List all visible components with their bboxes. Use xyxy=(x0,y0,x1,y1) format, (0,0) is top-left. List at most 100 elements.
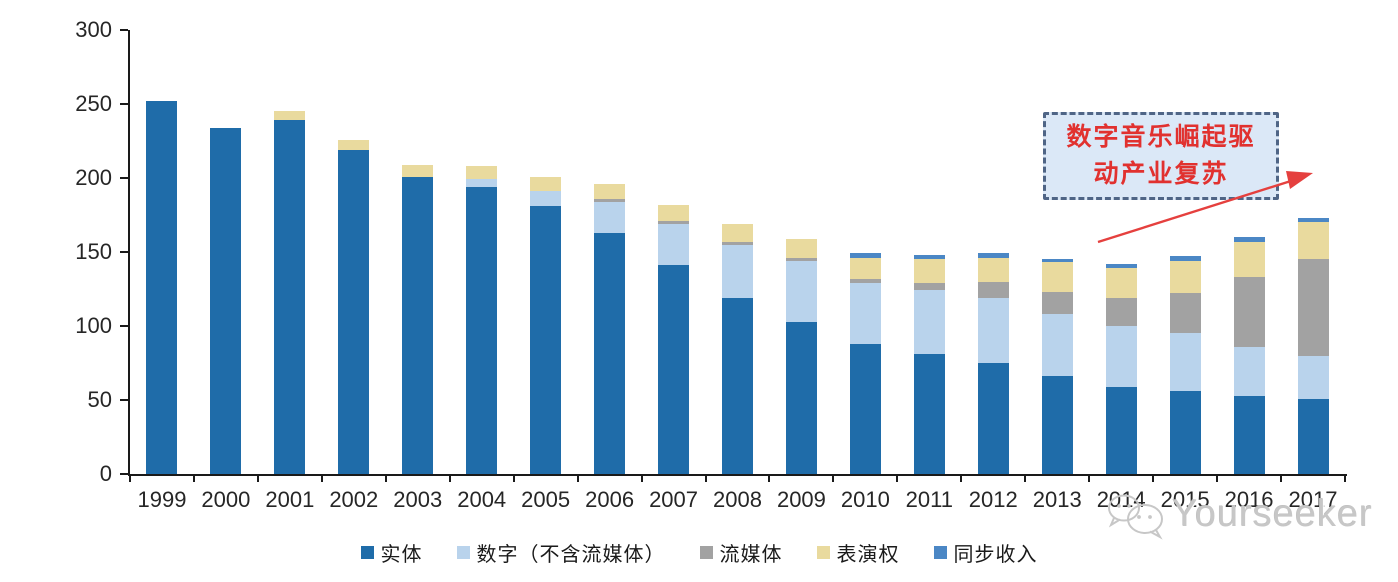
bar-segment-physical-2014 xyxy=(1105,386,1137,474)
x-tick xyxy=(384,474,387,482)
x-tick xyxy=(320,474,323,482)
x-axis-label-2011: 2011 xyxy=(905,487,953,512)
bar-segment-performance_rights-2014 xyxy=(1105,268,1137,298)
bar-segment-digital_excl_streaming-2009 xyxy=(785,260,817,322)
bar-segment-physical-2016 xyxy=(1233,395,1265,474)
x-tick xyxy=(1280,474,1283,482)
y-tick xyxy=(120,399,128,401)
legend-swatch-performance_rights xyxy=(816,546,830,559)
bar-segment-streaming-2011 xyxy=(913,283,945,291)
legend-swatch-physical xyxy=(360,546,374,559)
legend-label-physical: 实体 xyxy=(380,544,423,566)
bar-segment-physical-2009 xyxy=(785,321,817,474)
x-tick xyxy=(640,474,643,482)
legend-item-streaming: 流媒体 xyxy=(699,538,783,567)
legend-label-streaming: 流媒体 xyxy=(719,544,783,566)
bar-segment-physical-2002 xyxy=(338,149,370,474)
x-tick xyxy=(896,474,899,482)
x-axis-label-2006: 2006 xyxy=(585,487,635,512)
bar-segment-performance_rights-2009 xyxy=(785,238,817,258)
x-tick xyxy=(832,474,835,482)
x-tick xyxy=(512,474,515,482)
y-axis-label-150: 150 xyxy=(75,239,112,264)
legend-item-performance_rights: 表演权 xyxy=(816,538,900,567)
bar-segment-performance_rights-2011 xyxy=(913,259,945,284)
bar-segment-streaming-2016 xyxy=(1233,277,1265,347)
x-tick xyxy=(1216,474,1219,482)
bar-segment-physical-2010 xyxy=(849,343,881,474)
bar-segment-physical-2012 xyxy=(977,363,1009,474)
bar-segment-performance_rights-2013 xyxy=(1041,262,1073,292)
x-axis-label-2005: 2005 xyxy=(521,487,571,512)
bar-segment-performance_rights-2007 xyxy=(658,204,690,221)
x-axis-label-1999: 1999 xyxy=(137,487,187,512)
bar-segment-digital_excl_streaming-2004 xyxy=(466,179,498,187)
bar-segment-streaming-2010 xyxy=(849,278,881,284)
x-axis-label-2014: 2014 xyxy=(1096,487,1146,512)
x-tick xyxy=(1024,474,1027,482)
watermark-text: Yourseeker xyxy=(1172,492,1373,535)
x-axis-label-2004: 2004 xyxy=(457,487,507,512)
annotation-box: 数字音乐崛起驱 动产业复苏 xyxy=(1043,112,1279,200)
x-tick xyxy=(129,474,131,482)
bar-segment-physical-2007 xyxy=(658,265,690,474)
bar-segment-physical-2006 xyxy=(594,232,626,474)
bar-segment-physical-2000 xyxy=(210,127,242,474)
bar-segment-sync-2016 xyxy=(1233,237,1265,242)
legend-label-digital_excl_streaming: 数字（不含流媒体） xyxy=(476,544,666,566)
bar-segment-streaming-2012 xyxy=(977,281,1009,298)
x-tick xyxy=(448,474,451,482)
x-tick xyxy=(1088,474,1091,482)
bar-segment-digital_excl_streaming-2016 xyxy=(1233,346,1265,396)
bar-segment-streaming-2007 xyxy=(658,220,690,224)
y-axis-label-300: 300 xyxy=(75,17,112,42)
bar-segment-digital_excl_streaming-2010 xyxy=(849,283,881,344)
watermark: Yourseeker xyxy=(1104,488,1373,540)
y-tick xyxy=(120,325,128,327)
x-tick xyxy=(576,474,579,482)
x-axis-label-2000: 2000 xyxy=(201,487,251,512)
bar-segment-sync-2011 xyxy=(913,254,945,260)
legend-swatch-digital_excl_streaming xyxy=(456,546,470,559)
x-axis-label-2008: 2008 xyxy=(713,487,762,512)
annotation-text-line1: 数字音乐崛起驱 xyxy=(1066,123,1256,151)
y-tick xyxy=(120,473,128,475)
bar-segment-digital_excl_streaming-2008 xyxy=(722,244,753,298)
x-axis-label-2001: 2001 xyxy=(265,487,315,512)
y-tick xyxy=(120,103,128,105)
x-tick xyxy=(768,474,771,482)
bar-segment-digital_excl_streaming-2017 xyxy=(1297,355,1329,399)
bar-segment-sync-2015 xyxy=(1169,256,1201,261)
y-axis-label-50: 50 xyxy=(87,387,112,412)
bar-segment-sync-2010 xyxy=(849,253,881,258)
legend-swatch-sync xyxy=(933,546,947,559)
legend-swatch-streaming xyxy=(699,546,713,559)
annotation-text-line2: 动产业复苏 xyxy=(1093,160,1229,188)
bar-segment-streaming-2013 xyxy=(1041,291,1073,315)
legend-item-digital_excl_streaming: 数字（不含流媒体） xyxy=(456,538,666,567)
bar-segment-sync-2013 xyxy=(1041,259,1073,263)
x-axis-label-2002: 2002 xyxy=(329,487,379,512)
x-tick xyxy=(1344,474,1346,482)
legend-label-sync: 同步收入 xyxy=(953,544,1038,566)
x-tick xyxy=(960,474,963,482)
bar-segment-streaming-2014 xyxy=(1105,297,1137,326)
bar-segment-physical-2001 xyxy=(274,120,306,474)
bar-segment-physical-2011 xyxy=(913,354,945,474)
x-axis-line xyxy=(128,474,1347,476)
legend-item-physical: 实体 xyxy=(360,538,423,567)
bar-segment-physical-1999 xyxy=(146,101,178,474)
bar-segment-sync-2012 xyxy=(977,253,1009,258)
bar-segment-physical-2008 xyxy=(722,297,753,474)
bar-segment-performance_rights-2016 xyxy=(1233,241,1265,278)
bar-segment-performance_rights-2012 xyxy=(977,257,1009,282)
bar-segment-digital_excl_streaming-2013 xyxy=(1041,314,1073,377)
bar-segment-performance_rights-2008 xyxy=(722,223,753,242)
legend-item-sync: 同步收入 xyxy=(933,538,1038,567)
y-tick xyxy=(120,177,128,179)
y-axis-label-0: 0 xyxy=(99,461,112,486)
bar-segment-performance_rights-2003 xyxy=(402,164,434,177)
y-tick xyxy=(120,29,128,31)
bar-segment-performance_rights-2006 xyxy=(594,183,626,199)
